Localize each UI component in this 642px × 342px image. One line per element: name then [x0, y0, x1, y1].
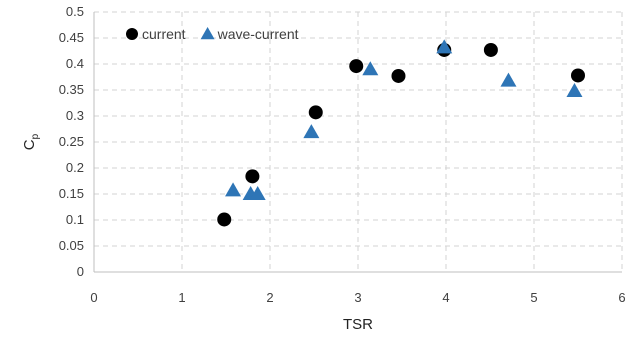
- y-tick-label: 0.05: [59, 238, 84, 253]
- data-point-current: [483, 42, 498, 57]
- y-tick-label: 0.15: [59, 186, 84, 201]
- data-point-current: [349, 59, 364, 74]
- y-tick-label: 0.1: [66, 212, 84, 227]
- y-tick-label: 0.4: [66, 56, 84, 71]
- y-tick-label: 0.45: [59, 30, 84, 45]
- legend-label: wave-current: [217, 26, 299, 42]
- data-point-wave-current: [436, 39, 453, 54]
- data-point-wave-current: [225, 182, 242, 197]
- legend: current wave-current: [126, 26, 299, 42]
- y-tick-label: 0.2: [66, 160, 84, 175]
- legend-item-current: current: [126, 26, 186, 42]
- legend-label: current: [142, 26, 186, 42]
- data-point-wave-current: [249, 186, 266, 200]
- y-tick-label: 0.5: [66, 4, 84, 19]
- x-tick-label: 4: [442, 290, 449, 305]
- y-axis-title: Cp: [21, 133, 41, 150]
- legend-marker: [126, 28, 138, 40]
- y-tick-label: 0.35: [59, 82, 84, 97]
- x-tick-label: 1: [178, 290, 185, 305]
- data-points: [217, 39, 585, 227]
- y-axis-title-group: Cp: [21, 133, 41, 150]
- y-tick-label: 0.3: [66, 108, 84, 123]
- data-point-wave-current: [303, 124, 320, 139]
- x-axis-title: TSR: [343, 316, 373, 333]
- tick-labels: 0 0.05 0.1 0.15 0.2 0.25 0.3 0.35 0.4 0.45 0.5 0 1 2 3…: [59, 4, 626, 305]
- data-point-current: [217, 212, 232, 227]
- x-tick-label: 2: [266, 290, 273, 305]
- y-tick-label: 0: [77, 264, 84, 279]
- legend-marker: [200, 27, 215, 40]
- series-wave-current: [225, 39, 583, 200]
- data-point-current: [308, 105, 323, 120]
- data-point-wave-current: [566, 83, 583, 98]
- data-point-current: [391, 68, 406, 83]
- x-tick-label: 0: [90, 290, 97, 305]
- legend-item-wave-current: wave-current: [200, 26, 299, 42]
- data-point-current: [245, 169, 260, 184]
- data-point-current: [571, 68, 585, 83]
- y-axis-title-subscript: p: [30, 133, 41, 139]
- x-tick-label: 6: [618, 290, 625, 305]
- y-axis-title-main: C: [21, 139, 38, 150]
- x-tick-label: 5: [530, 290, 537, 305]
- axes: [93, 12, 622, 273]
- y-tick-label: 0.25: [59, 134, 84, 149]
- data-point-wave-current: [500, 72, 517, 87]
- series-current: [217, 42, 585, 227]
- gridlines: [94, 11, 623, 272]
- data-point-wave-current: [362, 61, 379, 76]
- x-tick-label: 3: [354, 290, 361, 305]
